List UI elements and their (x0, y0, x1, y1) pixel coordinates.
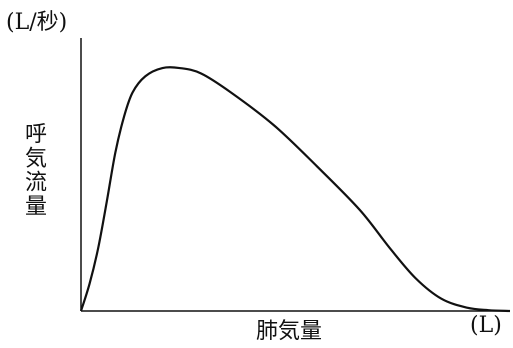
x-axis-label: 肺気量 (256, 319, 323, 344)
series-line-0 (79, 66, 511, 313)
y-axis-label: 呼気流量 (21, 122, 46, 218)
y-unit-label: (L/秒) (6, 10, 68, 35)
x-unit-label: (L) (470, 313, 502, 338)
